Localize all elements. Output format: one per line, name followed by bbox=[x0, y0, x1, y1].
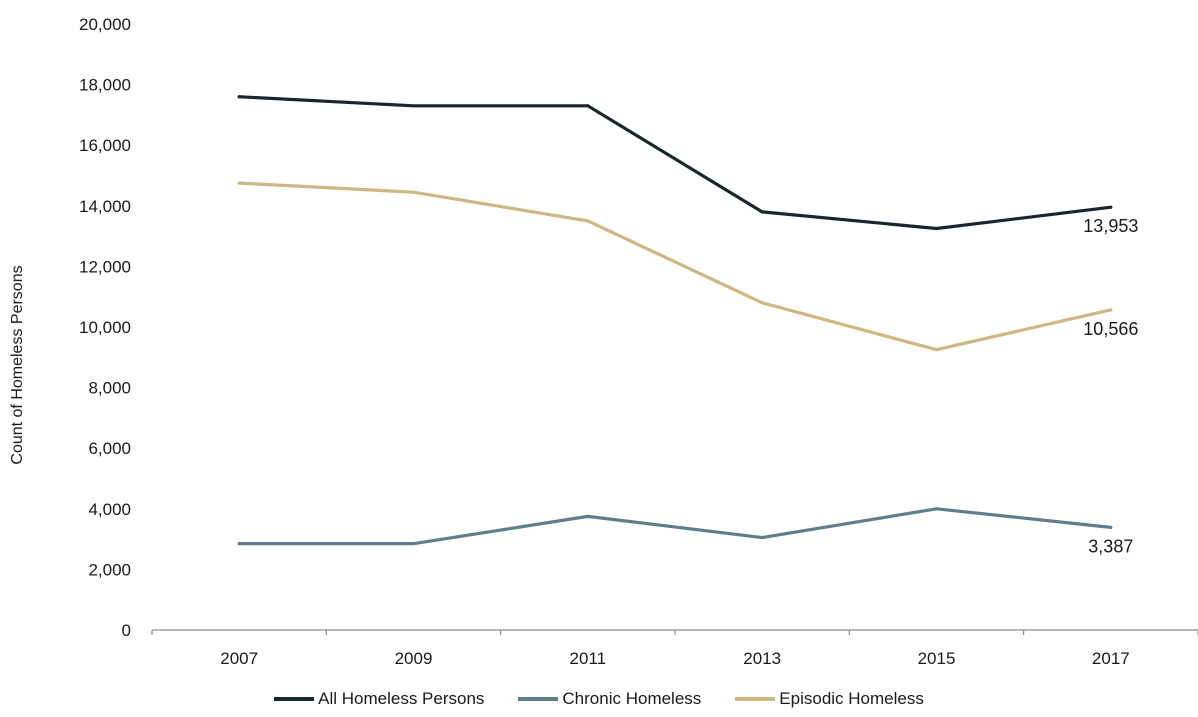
data-point bbox=[1109, 308, 1113, 312]
data-point bbox=[934, 507, 939, 511]
data-point bbox=[237, 542, 241, 546]
x-tick-label: 2011 bbox=[570, 649, 607, 668]
y-tick-label: 12,000 bbox=[79, 257, 131, 276]
series-line-episodic-homeless bbox=[239, 181, 1112, 352]
x-tick-label: 2015 bbox=[918, 649, 956, 668]
legend-swatch bbox=[735, 697, 776, 701]
x-tick-label: 2013 bbox=[743, 649, 781, 668]
data-point bbox=[934, 348, 939, 352]
y-tick-label: 18,000 bbox=[79, 76, 131, 95]
legend-swatch bbox=[274, 697, 315, 701]
y-tick-label: 20,000 bbox=[79, 15, 131, 34]
data-point bbox=[760, 210, 764, 214]
data-point bbox=[237, 95, 241, 99]
legend-label: All Homeless Persons bbox=[318, 689, 485, 708]
legend-swatch bbox=[518, 697, 559, 701]
y-tick-label: 14,000 bbox=[79, 197, 131, 216]
data-point bbox=[934, 226, 939, 231]
data-point bbox=[411, 104, 416, 108]
data-point bbox=[411, 190, 416, 194]
legend-label: Chronic Homeless bbox=[562, 689, 702, 708]
x-tick-label: 2017 bbox=[1092, 649, 1130, 668]
series-line-chronic-homeless bbox=[239, 507, 1112, 546]
legend-label: Episodic Homeless bbox=[779, 689, 924, 708]
data-label: 10,566 bbox=[1083, 319, 1138, 339]
data-point bbox=[586, 219, 590, 223]
y-axis-label: Count of Homeless Persons bbox=[9, 265, 26, 465]
series-line-all-homeless-persons bbox=[239, 95, 1112, 231]
data-label: 13,953 bbox=[1083, 216, 1138, 236]
data-point bbox=[586, 514, 590, 518]
legend-item: All Homeless Persons bbox=[274, 689, 484, 709]
data-point bbox=[1109, 525, 1113, 529]
chart-legend: All Homeless Persons Chronic Homeless Epis… bbox=[0, 689, 1198, 709]
x-tick-label: 2009 bbox=[395, 649, 433, 668]
y-tick-label: 10,000 bbox=[79, 318, 131, 337]
legend-item: Chronic Homeless bbox=[518, 689, 701, 709]
data-point bbox=[1109, 205, 1113, 209]
x-tick-label: 2007 bbox=[220, 649, 258, 668]
data-point bbox=[760, 535, 764, 540]
y-tick-label: 4,000 bbox=[88, 500, 131, 519]
data-point bbox=[586, 104, 590, 108]
y-tick-label: 0 bbox=[122, 621, 131, 640]
data-point bbox=[411, 542, 416, 546]
data-point bbox=[760, 301, 764, 305]
y-tick-label: 8,000 bbox=[88, 379, 131, 398]
y-tick-label: 16,000 bbox=[79, 136, 131, 155]
y-tick-label: 6,000 bbox=[88, 439, 131, 458]
data-label: 3,387 bbox=[1088, 536, 1133, 556]
legend-item: Episodic Homeless bbox=[735, 689, 924, 709]
data-point bbox=[237, 181, 241, 185]
y-tick-label: 2,000 bbox=[88, 560, 131, 579]
